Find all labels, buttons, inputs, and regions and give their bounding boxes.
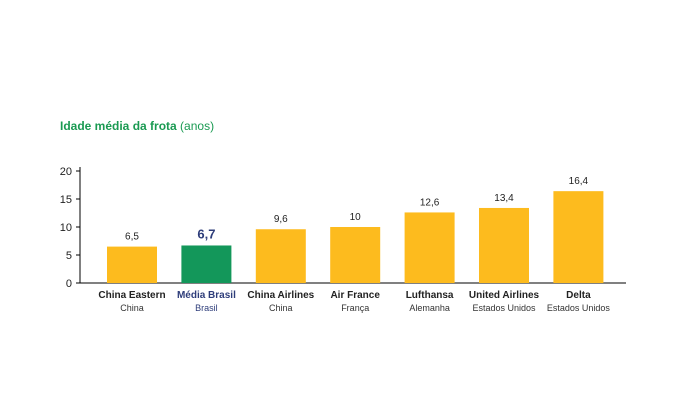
bar: [479, 207, 529, 283]
value-label: 16,4: [569, 176, 589, 187]
subcategory-label: França: [341, 303, 369, 313]
bar: [404, 212, 455, 283]
category-label: Lufthansa: [406, 290, 454, 301]
chart-title-main: Idade média da frota: [60, 119, 177, 133]
value-label: 13,4: [494, 193, 514, 204]
value-label: 6,7: [197, 226, 215, 241]
bar: [255, 229, 306, 283]
category-label: China Airlines: [247, 290, 314, 301]
subcategory-label: China: [120, 303, 144, 313]
y-tick-label: 10: [60, 222, 72, 234]
subcategory-label: Estados Unidos: [472, 303, 536, 313]
bar: [330, 227, 381, 283]
value-label: 6,5: [125, 232, 139, 243]
value-label: 12,6: [420, 197, 440, 208]
subcategory-label: Estados Unidos: [547, 303, 611, 313]
y-tick-label: 15: [60, 194, 72, 206]
y-tick-label: 0: [66, 278, 72, 290]
bar: [181, 245, 232, 283]
category-label: Média Brasil: [177, 290, 236, 301]
subcategory-label: Alemanha: [409, 303, 450, 313]
value-label: 10: [350, 212, 362, 223]
value-label: 9,6: [274, 214, 288, 225]
category-label: Air France: [330, 290, 380, 301]
subcategory-label: Brasil: [195, 303, 218, 313]
y-tick-label: 5: [66, 250, 72, 262]
bar: [553, 191, 604, 283]
category-label: China Eastern: [98, 290, 165, 301]
bar: [107, 246, 157, 283]
labels: 6,5 China Eastern China 6,7 Média Brasil Bras…: [98, 176, 610, 313]
chart-title: Idade média da frota (anos): [60, 119, 214, 133]
y-tick-label: 20: [60, 166, 72, 178]
category-label: Delta: [566, 290, 591, 301]
bars: [107, 191, 604, 283]
category-label: United Airlines: [469, 290, 540, 301]
chart-title-unit: (anos): [180, 119, 215, 133]
subcategory-label: China: [269, 303, 293, 313]
